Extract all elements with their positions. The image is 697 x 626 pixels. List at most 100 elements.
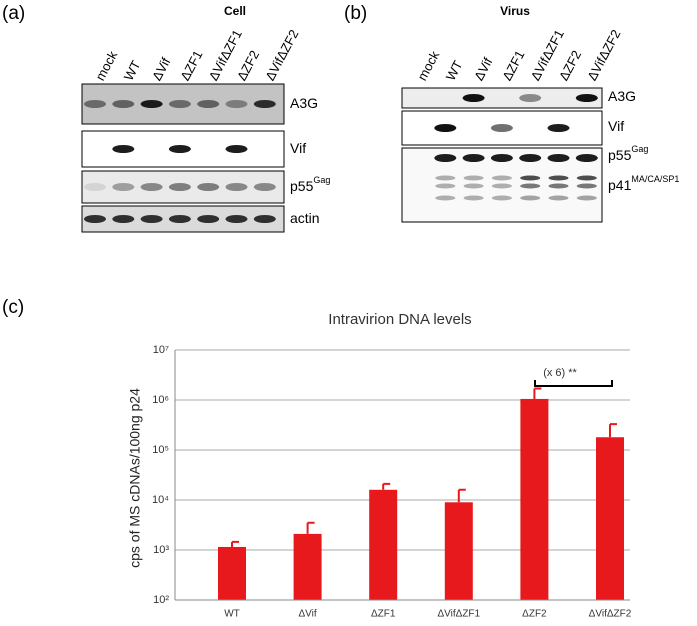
blot-band <box>225 183 248 191</box>
lane-label: ΔZF1 <box>177 48 205 83</box>
blot-band <box>575 154 598 162</box>
blot-band <box>519 94 542 102</box>
band-label: actin <box>290 210 320 226</box>
annotation: (x 6) ** <box>543 367 577 379</box>
blot-band <box>197 183 220 191</box>
blot-band <box>434 124 457 132</box>
band-name: p55 <box>608 147 632 163</box>
blot-band <box>576 175 597 181</box>
lane-label: ΔVif <box>149 55 174 83</box>
y-tick-label: 10⁶ <box>152 394 169 406</box>
blot-band <box>112 145 135 153</box>
lane-label: WT <box>443 58 466 83</box>
band-label: Vif <box>608 118 624 134</box>
band-name: A3G <box>608 88 636 104</box>
error-bar <box>533 387 542 399</box>
bar <box>293 533 322 600</box>
lane-label: ΔVifΔZF2 <box>584 27 623 83</box>
blot-band <box>112 100 135 108</box>
blot-band <box>225 215 248 223</box>
lane-label: ΔVifΔZF2 <box>262 27 301 83</box>
band-name: p41 <box>608 177 632 193</box>
lane-label: WT <box>121 58 144 83</box>
blot-band <box>435 183 456 189</box>
error-bar <box>231 540 239 547</box>
blot-band <box>548 183 569 189</box>
band-label: A3G <box>290 95 318 111</box>
band-name: Vif <box>290 140 306 156</box>
x-tick-label: ΔVifΔZF1 <box>437 609 480 620</box>
lane-label: mock <box>414 48 442 83</box>
x-tick-label: WT <box>224 609 240 620</box>
error-bar <box>382 482 391 490</box>
blot-band <box>197 100 220 108</box>
band-label: p55Gag <box>290 175 330 193</box>
band-label: p55Gag <box>608 144 648 162</box>
blot-band <box>520 175 541 181</box>
error-bar <box>306 521 315 534</box>
blot-band <box>84 183 106 191</box>
band-name: Vif <box>608 118 624 134</box>
bar <box>596 437 624 600</box>
blot-band <box>84 215 106 223</box>
blot-band <box>547 154 570 162</box>
y-axis-title: cps of MS cDNAs/100ng p24 <box>127 388 143 568</box>
blot-band <box>490 154 513 162</box>
blot-band <box>168 100 191 108</box>
band-label: A3G <box>608 88 636 104</box>
band-name: p55 <box>290 178 314 194</box>
blot-band <box>520 195 541 201</box>
panel-label: (b) <box>344 3 367 24</box>
x-tick-label: ΔZF2 <box>522 609 547 620</box>
blot-band <box>490 124 513 132</box>
bar <box>218 546 246 600</box>
blot-band <box>576 195 597 201</box>
blot-band <box>140 183 163 191</box>
blot-band <box>491 175 512 181</box>
lane-label: ΔZF1 <box>499 48 527 83</box>
error-bar <box>609 423 617 438</box>
band-superscript: Gag <box>631 144 648 154</box>
bar <box>444 502 473 600</box>
blot-band <box>168 145 191 153</box>
blot-band <box>491 183 512 189</box>
y-tick-label: 10³ <box>153 544 169 556</box>
panel-label: (c) <box>2 297 24 318</box>
x-tick-label: ΔVifΔZF2 <box>589 609 632 620</box>
blot-band <box>491 195 512 201</box>
blot-strip <box>401 87 603 109</box>
blot-band <box>548 175 569 181</box>
blot-band <box>547 124 570 132</box>
blot-band <box>520 183 541 189</box>
blot-band <box>253 183 276 191</box>
blot-title: Virus <box>500 4 530 18</box>
x-tick-label: ΔZF1 <box>371 609 396 620</box>
panel-label: (a) <box>2 3 25 24</box>
y-tick-label: 10⁴ <box>152 494 169 506</box>
y-tick-label: 10⁷ <box>153 344 169 356</box>
blot-band <box>253 215 276 223</box>
blot-band <box>140 100 163 108</box>
lane-label: mock <box>92 48 120 83</box>
lane-label: ΔVif <box>471 55 496 83</box>
band-name: A3G <box>290 95 318 111</box>
band-superscript: Gag <box>313 175 330 185</box>
chart-title: Intravirion DNA levels <box>328 311 471 328</box>
blot-band <box>112 215 135 223</box>
blot-band <box>434 154 457 162</box>
blot-band <box>435 195 456 201</box>
significance-bracket <box>534 380 613 387</box>
bar <box>369 489 398 600</box>
blot-band <box>253 100 276 108</box>
lane-label: ΔZF2 <box>556 48 584 83</box>
lane-label: ΔZF2 <box>234 48 262 83</box>
y-tick-label: 10⁵ <box>152 444 169 456</box>
blot-band <box>463 175 484 181</box>
blot-band <box>168 215 191 223</box>
blot-band <box>84 100 106 108</box>
band-label: Vif <box>290 140 306 156</box>
x-tick-label: ΔVif <box>299 609 317 620</box>
blot-band <box>197 215 220 223</box>
blot-band <box>548 195 569 201</box>
